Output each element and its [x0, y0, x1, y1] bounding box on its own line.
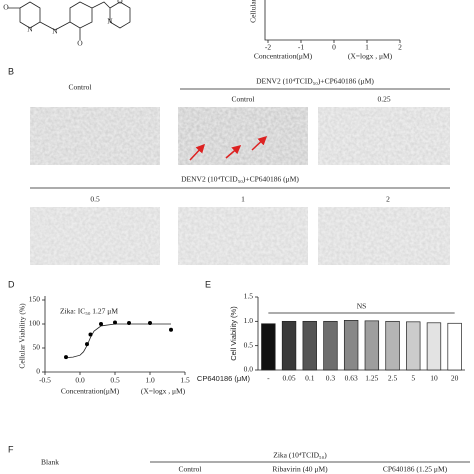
x-tick-label: 10 [430, 374, 438, 383]
x-tick-label: 1 [365, 43, 369, 52]
y-tick-label: 1.0 [244, 316, 254, 325]
arrows [189, 135, 268, 161]
x-axis-label: Concentration(μM) [61, 387, 120, 396]
column-label: CP640186 (1.25 μM) [383, 465, 448, 474]
y-tick-label: 50 [33, 343, 41, 352]
x-axis-note: (X=logx , μM) [141, 387, 186, 396]
annotation: NS [357, 302, 367, 311]
x-tick-label: -0.5 [39, 376, 51, 385]
column-label: 0.5 [90, 195, 100, 204]
x-axis-label: Concentration(μM) [254, 52, 313, 61]
bar [426, 322, 442, 371]
x-tick-label: 0.0 [75, 376, 85, 385]
x-tick-label: 0 [332, 43, 336, 52]
x-axis-label: CP640186 (μM) [197, 374, 251, 383]
group-header: Zika (10⁴TCID₅₀) [273, 451, 327, 460]
y-tick-label: 0 [36, 367, 40, 376]
atom-label: N [27, 25, 33, 34]
column-label: 0.25 [377, 95, 390, 104]
x-tick-label: 0.3 [326, 374, 336, 383]
x-tick-label: - [267, 374, 270, 383]
x-tick-label: 20 [451, 374, 459, 383]
micrograph-texture [178, 107, 308, 165]
atom-label: O [117, 0, 123, 6]
bar [281, 320, 297, 371]
group-header: DENV2 (10⁴TCID₅₀)+CP640186 (μM) [256, 77, 374, 86]
x-tick-label: 2 [398, 43, 402, 52]
bar [343, 320, 359, 371]
y-tick-label: 100 [29, 319, 41, 328]
data-point [113, 320, 117, 325]
x-tick-label: 0.5 [110, 376, 120, 385]
panel-label: E [205, 279, 211, 289]
panel-label: B [8, 66, 14, 76]
micrograph-texture [30, 107, 160, 165]
y-axis-label: Cellular Viability (%) [18, 303, 27, 369]
atom-label: O [3, 3, 9, 12]
data-point [127, 321, 131, 326]
atom-label: O [77, 39, 83, 48]
x-tick-label: 1.0 [145, 376, 155, 385]
x-tick-label: 2.5 [388, 374, 398, 383]
panel-texts: B Control DENV2 (10⁴TCID₅₀)+CP640186 (μM… [8, 66, 470, 474]
bar [385, 320, 400, 371]
column-label: Control [69, 83, 92, 92]
x-tick-label: 0.63 [345, 374, 358, 383]
micrographs [30, 107, 450, 265]
micrograph-texture [318, 207, 450, 265]
group-header: DENV2 (10⁴TCID₅₀)+CP640186 (μM) [181, 175, 299, 184]
column-label: 2 [386, 195, 390, 204]
column-label: Control [232, 95, 255, 104]
y-tick-label: 0.0 [244, 365, 254, 374]
data-point [85, 342, 89, 347]
x-tick-label: 5 [411, 374, 415, 383]
bar [364, 320, 380, 371]
y-tick-label: 150 [29, 295, 41, 304]
atom-label: N [52, 27, 58, 36]
fit-curve [65, 323, 171, 358]
panel-label: F [8, 444, 14, 454]
annotation: Zika: IC₅₀ 1.27 μM [60, 307, 118, 316]
data-point [169, 327, 173, 332]
x-tick-label: 0.05 [282, 374, 295, 383]
column-label: Control [179, 465, 202, 474]
micrograph-texture [178, 207, 308, 265]
micrograph-texture [30, 207, 160, 265]
x-tick-label: 1.5 [180, 376, 190, 385]
data-point [148, 321, 152, 326]
x-tick-label: -1 [298, 43, 304, 52]
bar [447, 322, 462, 371]
bar [406, 321, 421, 371]
column-label: Ribavirin (40 μM) [272, 465, 328, 474]
x-tick-label: -2 [265, 43, 271, 52]
bar [323, 320, 338, 371]
y-axis-label: Cellular v [249, 0, 258, 23]
axis [264, 0, 400, 41]
bar [302, 320, 317, 371]
y-axis-label: Cell Viability (%) [229, 306, 238, 361]
bar [261, 323, 276, 371]
data-point [64, 355, 68, 360]
structure [8, 1, 131, 40]
x-tick-label: 1.25 [365, 374, 378, 383]
column-label: Blank [41, 458, 59, 467]
x-axis-note: (X=logx , μM) [348, 52, 393, 61]
column-label: 1 [241, 195, 245, 204]
panel-label: D [8, 279, 15, 289]
y-tick-label: 1.5 [244, 292, 254, 301]
x-tick-label: 0.1 [305, 374, 315, 383]
data-point [88, 332, 93, 337]
atom-label: N [107, 17, 113, 26]
micrograph-texture [318, 107, 450, 165]
data-point [99, 322, 103, 326]
y-tick-label: 0.5 [244, 340, 254, 349]
